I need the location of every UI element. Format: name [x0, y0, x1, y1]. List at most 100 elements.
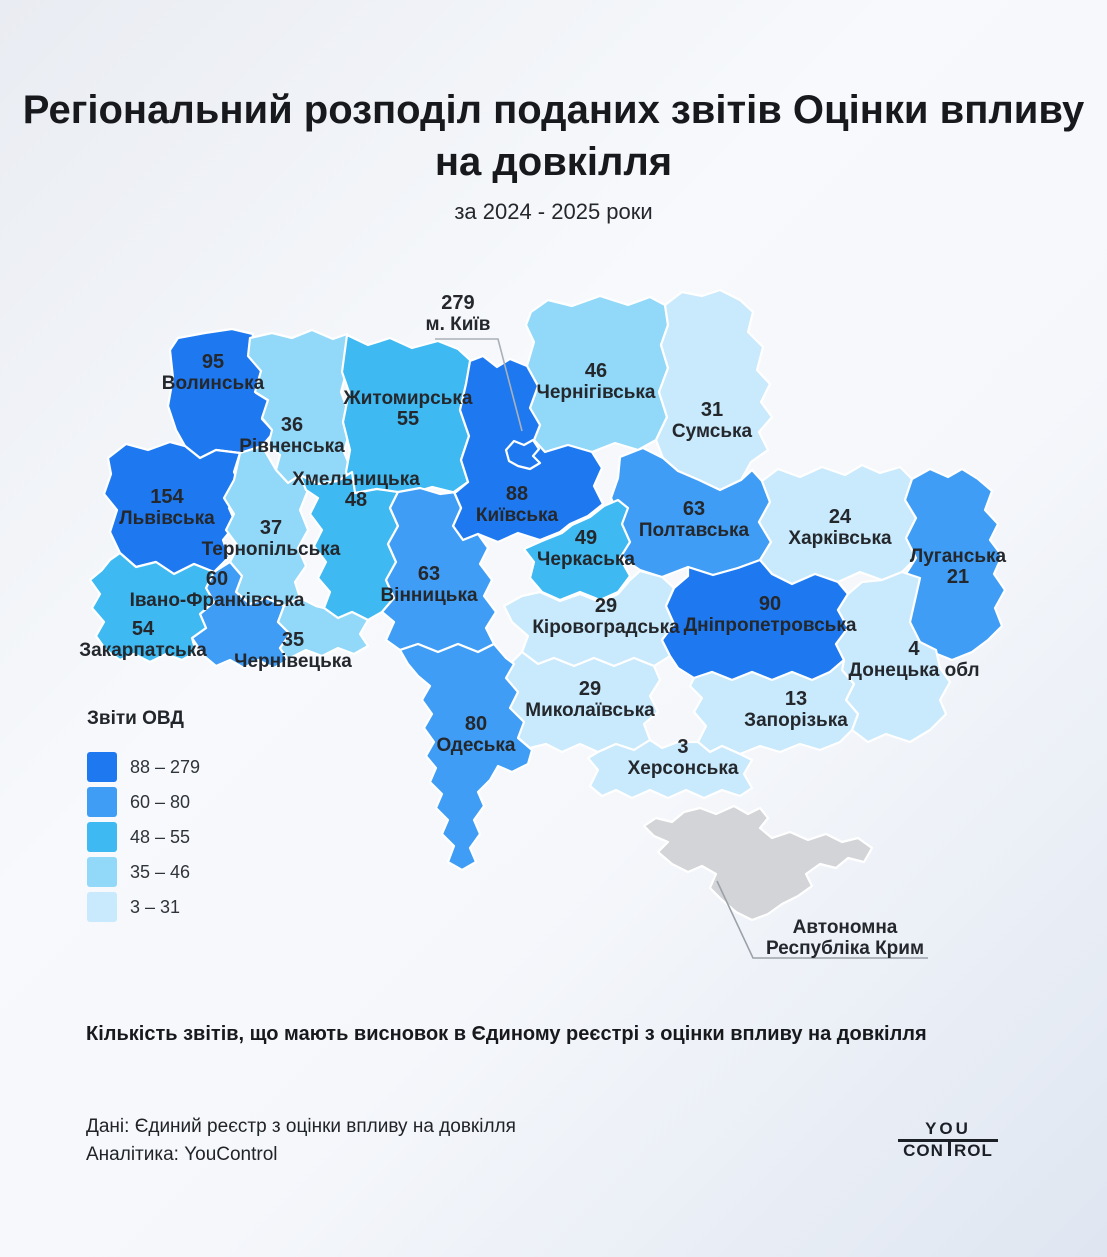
- region-label-kyiv_city: 279 м. Київ: [425, 292, 491, 336]
- page-title: Регіональний розподіл поданих звітів Оці…: [22, 88, 1085, 184]
- legend-items: 88 – 279 60 – 80 48 – 55 35 – 46 3 – 31: [87, 752, 200, 922]
- region-name-kyivska: Київська: [475, 505, 559, 526]
- region-shape-khersonska: [586, 738, 754, 800]
- region-label-zaporizka: 13 Запорізька: [744, 688, 848, 732]
- region-shape-lvivska: [102, 440, 244, 576]
- region-label-kirovohradska: 29 Кіровоградська: [532, 596, 680, 639]
- region-value-cherkaska: 49: [574, 527, 598, 549]
- region-name-kirovohradska: Кіровоградська: [532, 617, 680, 638]
- legend-label-3: 35 – 46: [130, 861, 191, 882]
- legend-swatch-4: [87, 892, 117, 922]
- footer-data-source: Дані: Єдиний реєстр з оцінки впливу на д…: [86, 1116, 516, 1137]
- region-shape-zaporizka: [688, 658, 860, 756]
- legend-label-0: 88 – 279: [130, 756, 201, 777]
- legend-swatch-2: [87, 822, 117, 852]
- region-name-zakarpatska: Закарпатська: [79, 640, 207, 661]
- region-value-chernihivska: 46: [584, 360, 608, 382]
- region-value-khmelnytska: 48: [344, 489, 368, 511]
- region-name-rivnenska: Рівненська: [239, 436, 345, 457]
- region-name-chernihivska: Чернігівська: [536, 382, 656, 403]
- region-value-zaporizka: 13: [784, 688, 808, 710]
- region-label-ternopilska: 37 Тернопільська: [201, 517, 341, 561]
- region-shape-vinnytska: [380, 480, 498, 654]
- region-label-khmelnytska: Хмельницька 48: [292, 469, 420, 511]
- region-name-kharkivska: Харківська: [788, 528, 892, 549]
- region-name-vinnytska: Вінницька: [380, 585, 478, 606]
- region-label-kharkivska: 24 Харківська: [788, 506, 892, 550]
- region-label-zhytomyrska: Житомирська 55: [344, 388, 473, 430]
- region-value-vinnytska: 63: [417, 563, 441, 585]
- region-value-zakarpatska: 54: [131, 618, 155, 640]
- legend-label-2: 48 – 55: [130, 826, 191, 847]
- region-label-odeska: 80 Одеська: [436, 713, 516, 757]
- region-name-lvivska: Львівська: [119, 508, 215, 529]
- region-value-kyivska: 88: [505, 483, 529, 505]
- region-label-sumska: 31 Сумська: [671, 399, 753, 443]
- youcontrol-logo-con: CON: [903, 1141, 944, 1160]
- crimea-label-line2: Республіка Крим: [765, 938, 925, 959]
- region-value-ivano_frankivska: 60: [205, 568, 229, 590]
- region-name-cherkaska: Черкаська: [537, 549, 635, 570]
- region-name-kyiv_city: м. Київ: [425, 314, 491, 335]
- youcontrol-logo-rol: ROL: [953, 1141, 993, 1160]
- region-label-luhanska: Луганська 21: [910, 546, 1006, 588]
- legend-title: Звіти ОВД: [87, 708, 184, 729]
- region-name-volynska: Волинська: [161, 373, 265, 394]
- region-label-zakarpatska: 54 Закарпатська: [79, 618, 207, 662]
- region-value-sumska: 31: [700, 399, 724, 421]
- region-shape-luhanska: [900, 467, 1007, 662]
- region-name-sumska: Сумська: [671, 421, 753, 442]
- region-value-rivnenska: 36: [280, 414, 304, 436]
- legend-item-3: 35 – 46: [87, 857, 200, 887]
- region-name-poltavska: Полтавська: [638, 520, 750, 541]
- page-subtitle: за 2024 - 2025 роки: [454, 199, 653, 224]
- legend-swatch-1: [87, 787, 117, 817]
- region-value-luhanska: 21: [946, 566, 970, 588]
- legend: Звіти ОВД 88 – 279 60 – 80 48 – 55 35 – 46 3…: [87, 708, 200, 927]
- region-value-kyiv_city: 279: [441, 292, 475, 314]
- region-label-poltavska: 63 Полтавська: [638, 498, 750, 542]
- region-value-donetska: 4: [908, 638, 920, 660]
- region-shape-krym: [642, 804, 874, 922]
- legend-item-2: 48 – 55: [87, 822, 200, 852]
- region-shape-chernivetska: [276, 596, 370, 662]
- region-label-lvivska: 154 Львівська: [119, 486, 215, 530]
- region-shape-kyiv_city: [504, 438, 542, 471]
- region-label-crimea: Автономна Республіка Крим: [766, 917, 924, 959]
- region-name-mykolaivska: Миколаївська: [525, 700, 655, 721]
- region-name-zaporizka: Запорізька: [744, 710, 848, 731]
- region-name-odeska: Одеська: [436, 735, 516, 756]
- youcontrol-logo-t-stem: [947, 1141, 951, 1156]
- region-label-kyivska: 88 Київська: [475, 483, 559, 527]
- legend-item-1: 60 – 80: [87, 787, 200, 817]
- legend-item-4: 3 – 31: [87, 892, 200, 922]
- region-value-poltavska: 63: [682, 498, 706, 520]
- footer-analytics: Аналітика: YouControl: [86, 1144, 278, 1165]
- region-label-vinnytska: 63 Вінницька: [380, 563, 478, 607]
- region-label-dnipropetrovska: 90 Дніпропетровська: [683, 593, 857, 637]
- region-name-ivano_frankivska: Івано-Франківська: [129, 590, 305, 611]
- region-name-ternopilska: Тернопільська: [201, 539, 341, 560]
- region-shape-odeska: [398, 642, 534, 872]
- region-name-khersonska: Херсонська: [627, 758, 739, 779]
- region-value-dnipropetrovska: 90: [758, 593, 782, 615]
- region-name-khmelnytska: Хмельницька: [292, 469, 420, 490]
- region-label-volynska: 95 Волинська: [161, 352, 265, 395]
- kyiv-city-callout-line: [435, 338, 523, 432]
- legend-swatch-0: [87, 752, 117, 782]
- legend-label-1: 60 – 80: [130, 791, 191, 812]
- region-value-chernivetska: 35: [281, 629, 305, 651]
- region-value-lvivska: 154: [150, 486, 184, 508]
- region-value-zhytomyrska: 55: [396, 408, 420, 430]
- region-value-mykolaivska: 29: [578, 678, 602, 700]
- region-value-odeska: 80: [464, 713, 488, 735]
- region-label-ivano_frankivska: 60 Івано-Франківська: [129, 568, 305, 612]
- crimea-label-line1: Автономна: [792, 917, 898, 938]
- legend-item-0: 88 – 279: [87, 752, 200, 782]
- region-name-dnipropetrovska: Дніпропетровська: [683, 615, 857, 636]
- region-name-luhanska: Луганська: [909, 546, 1007, 567]
- region-value-kharkivska: 24: [828, 506, 852, 528]
- region-name-donetska: Донецька обл: [848, 660, 980, 681]
- region-value-ternopilska: 37: [259, 517, 283, 539]
